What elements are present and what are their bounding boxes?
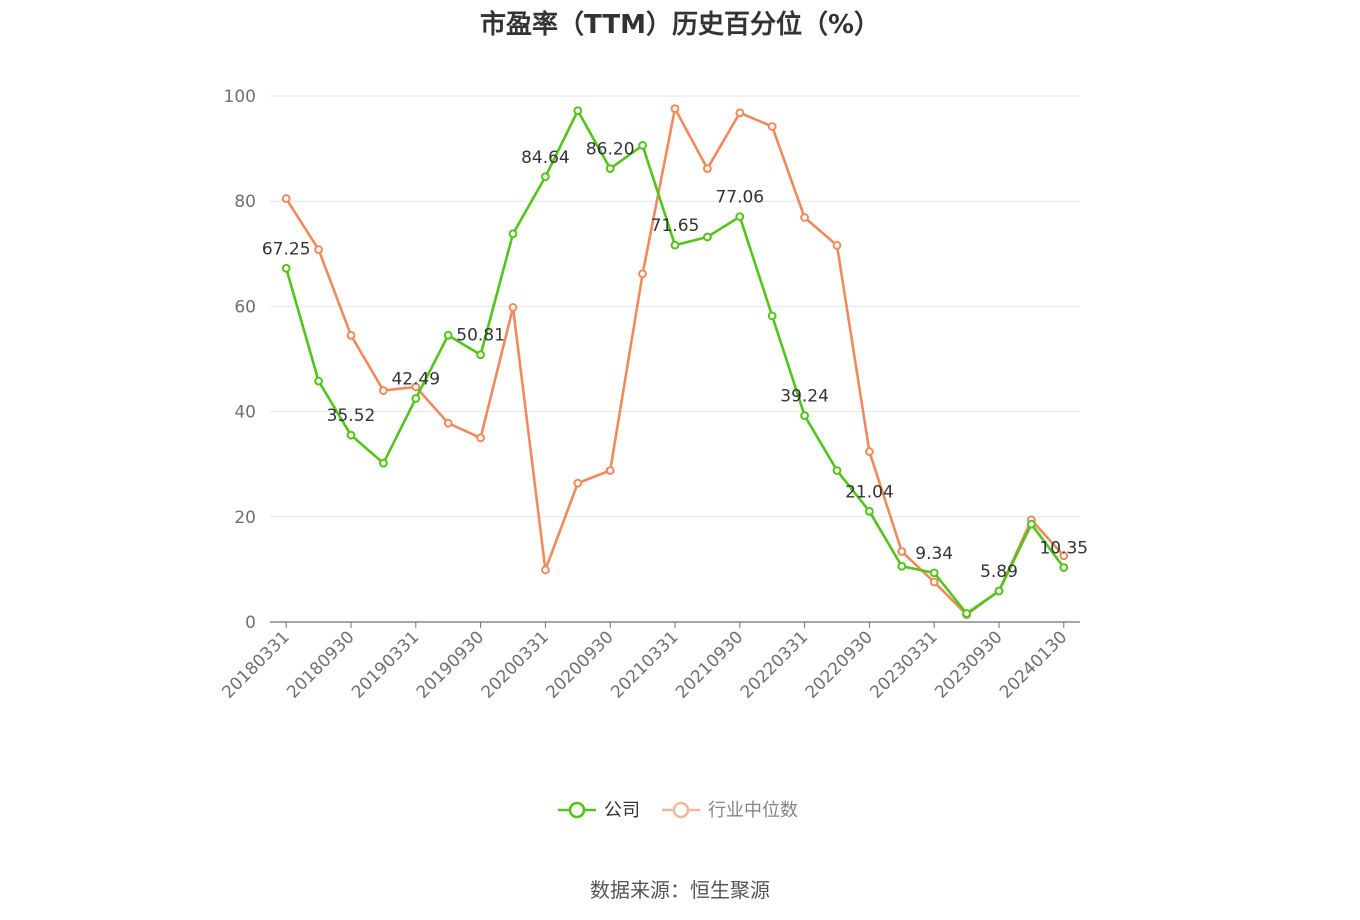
x-tick-label: 20190331 (348, 627, 423, 702)
data-point (541, 172, 550, 182)
series-lines (281, 104, 1069, 620)
data-point (605, 466, 615, 475)
x-tick-label: 20180331 (218, 627, 293, 702)
data-point (605, 164, 615, 173)
data-point (929, 568, 939, 578)
series-line (284, 109, 1065, 615)
y-tick-label: 20 (234, 508, 256, 528)
legend-marker-icon (568, 801, 586, 819)
data-label: 86.20 (586, 140, 635, 160)
data-point (832, 466, 842, 475)
data-point (865, 447, 874, 456)
data-point (281, 194, 291, 203)
data-point (800, 411, 809, 420)
chart-title: 市盈率（TTM）历史百分位（%） (480, 10, 880, 40)
data-point (508, 303, 518, 312)
data-point (573, 106, 583, 116)
legend-marker-icon (672, 801, 690, 819)
x-tick-label: 20200331 (478, 627, 553, 702)
x-tick-label: 20230930 (931, 627, 1006, 702)
y-tick-label: 0 (245, 613, 256, 633)
data-point (897, 547, 907, 556)
legend-label: 行业中位数 (708, 800, 798, 821)
x-tick-label: 20180930 (283, 627, 358, 702)
legend[interactable]: 公司 行业中位数 (558, 800, 798, 821)
data-point (832, 240, 842, 250)
data-label: 5.89 (980, 562, 1018, 582)
y-tick-label: 100 (224, 87, 256, 107)
data-label: 84.64 (521, 148, 570, 168)
data-point (314, 376, 324, 386)
data-point (476, 350, 486, 360)
y-tick-label: 40 (234, 403, 256, 423)
data-label: 35.52 (327, 406, 376, 426)
data-point (703, 164, 712, 173)
data-point (346, 330, 356, 340)
data-label: 67.25 (262, 239, 311, 259)
data-point (703, 232, 712, 242)
x-tick-label: 20190930 (413, 627, 488, 702)
data-point (800, 213, 809, 222)
x-tick-label: 20200930 (542, 627, 617, 702)
data-point (443, 330, 453, 340)
data-label: 21.04 (845, 482, 894, 502)
data-point (1059, 551, 1069, 561)
data-point (670, 240, 680, 250)
data-source: 数据来源：恒生聚源 (590, 878, 770, 902)
data-point (443, 418, 453, 428)
data-point (281, 263, 291, 273)
data-point (541, 565, 550, 575)
y-tick-label: 80 (234, 192, 256, 212)
data-point (865, 506, 874, 516)
x-axis: 2018033120180930201903312019093020200331… (218, 621, 1080, 703)
legend-item[interactable]: 公司 (558, 800, 640, 821)
data-label: 9.34 (915, 544, 953, 564)
x-tick-label: 20210930 (672, 627, 747, 702)
data-point (638, 269, 647, 279)
data-labels: 67.25 35.52 42.49 50.81 84.64 86.20 71.65 77.06… (262, 140, 1088, 582)
data-label: 10.35 (1039, 539, 1088, 559)
data-point (929, 577, 939, 587)
x-tick-label: 20230331 (866, 627, 941, 702)
data-point (897, 561, 907, 571)
data-point (1027, 519, 1036, 529)
x-tick-label: 20210331 (607, 627, 682, 702)
data-point (1059, 563, 1069, 572)
data-point (994, 586, 1004, 596)
data-point (962, 609, 971, 618)
series-line (285, 107, 1065, 616)
legend-label: 公司 (604, 800, 640, 821)
data-point (573, 478, 583, 488)
x-tick-label: 20220331 (737, 627, 812, 702)
data-point (346, 430, 356, 440)
data-point (767, 122, 777, 131)
data-label: 77.06 (715, 188, 764, 208)
x-tick-label: 20240130 (996, 627, 1071, 702)
data-point (508, 229, 518, 239)
grid-lines (270, 95, 1080, 518)
data-label: 50.81 (456, 326, 505, 346)
x-tick-label: 20220930 (802, 627, 877, 702)
data-point (638, 141, 647, 150)
data-label: 42.49 (391, 370, 440, 390)
data-point (735, 212, 745, 222)
data-point (379, 458, 388, 468)
data-point (411, 394, 421, 403)
data-point (476, 433, 486, 443)
data-point (379, 386, 388, 395)
data-point (411, 382, 421, 392)
data-point (670, 104, 680, 114)
y-tick-label: 60 (234, 297, 256, 317)
y-axis: 0 20 40 60 80 100 (224, 87, 256, 633)
data-point (767, 311, 777, 321)
legend-item[interactable]: 行业中位数 (662, 800, 798, 821)
data-point (735, 108, 745, 118)
data-point (314, 245, 324, 254)
data-label: 71.65 (651, 216, 700, 236)
data-label: 39.24 (780, 387, 829, 407)
